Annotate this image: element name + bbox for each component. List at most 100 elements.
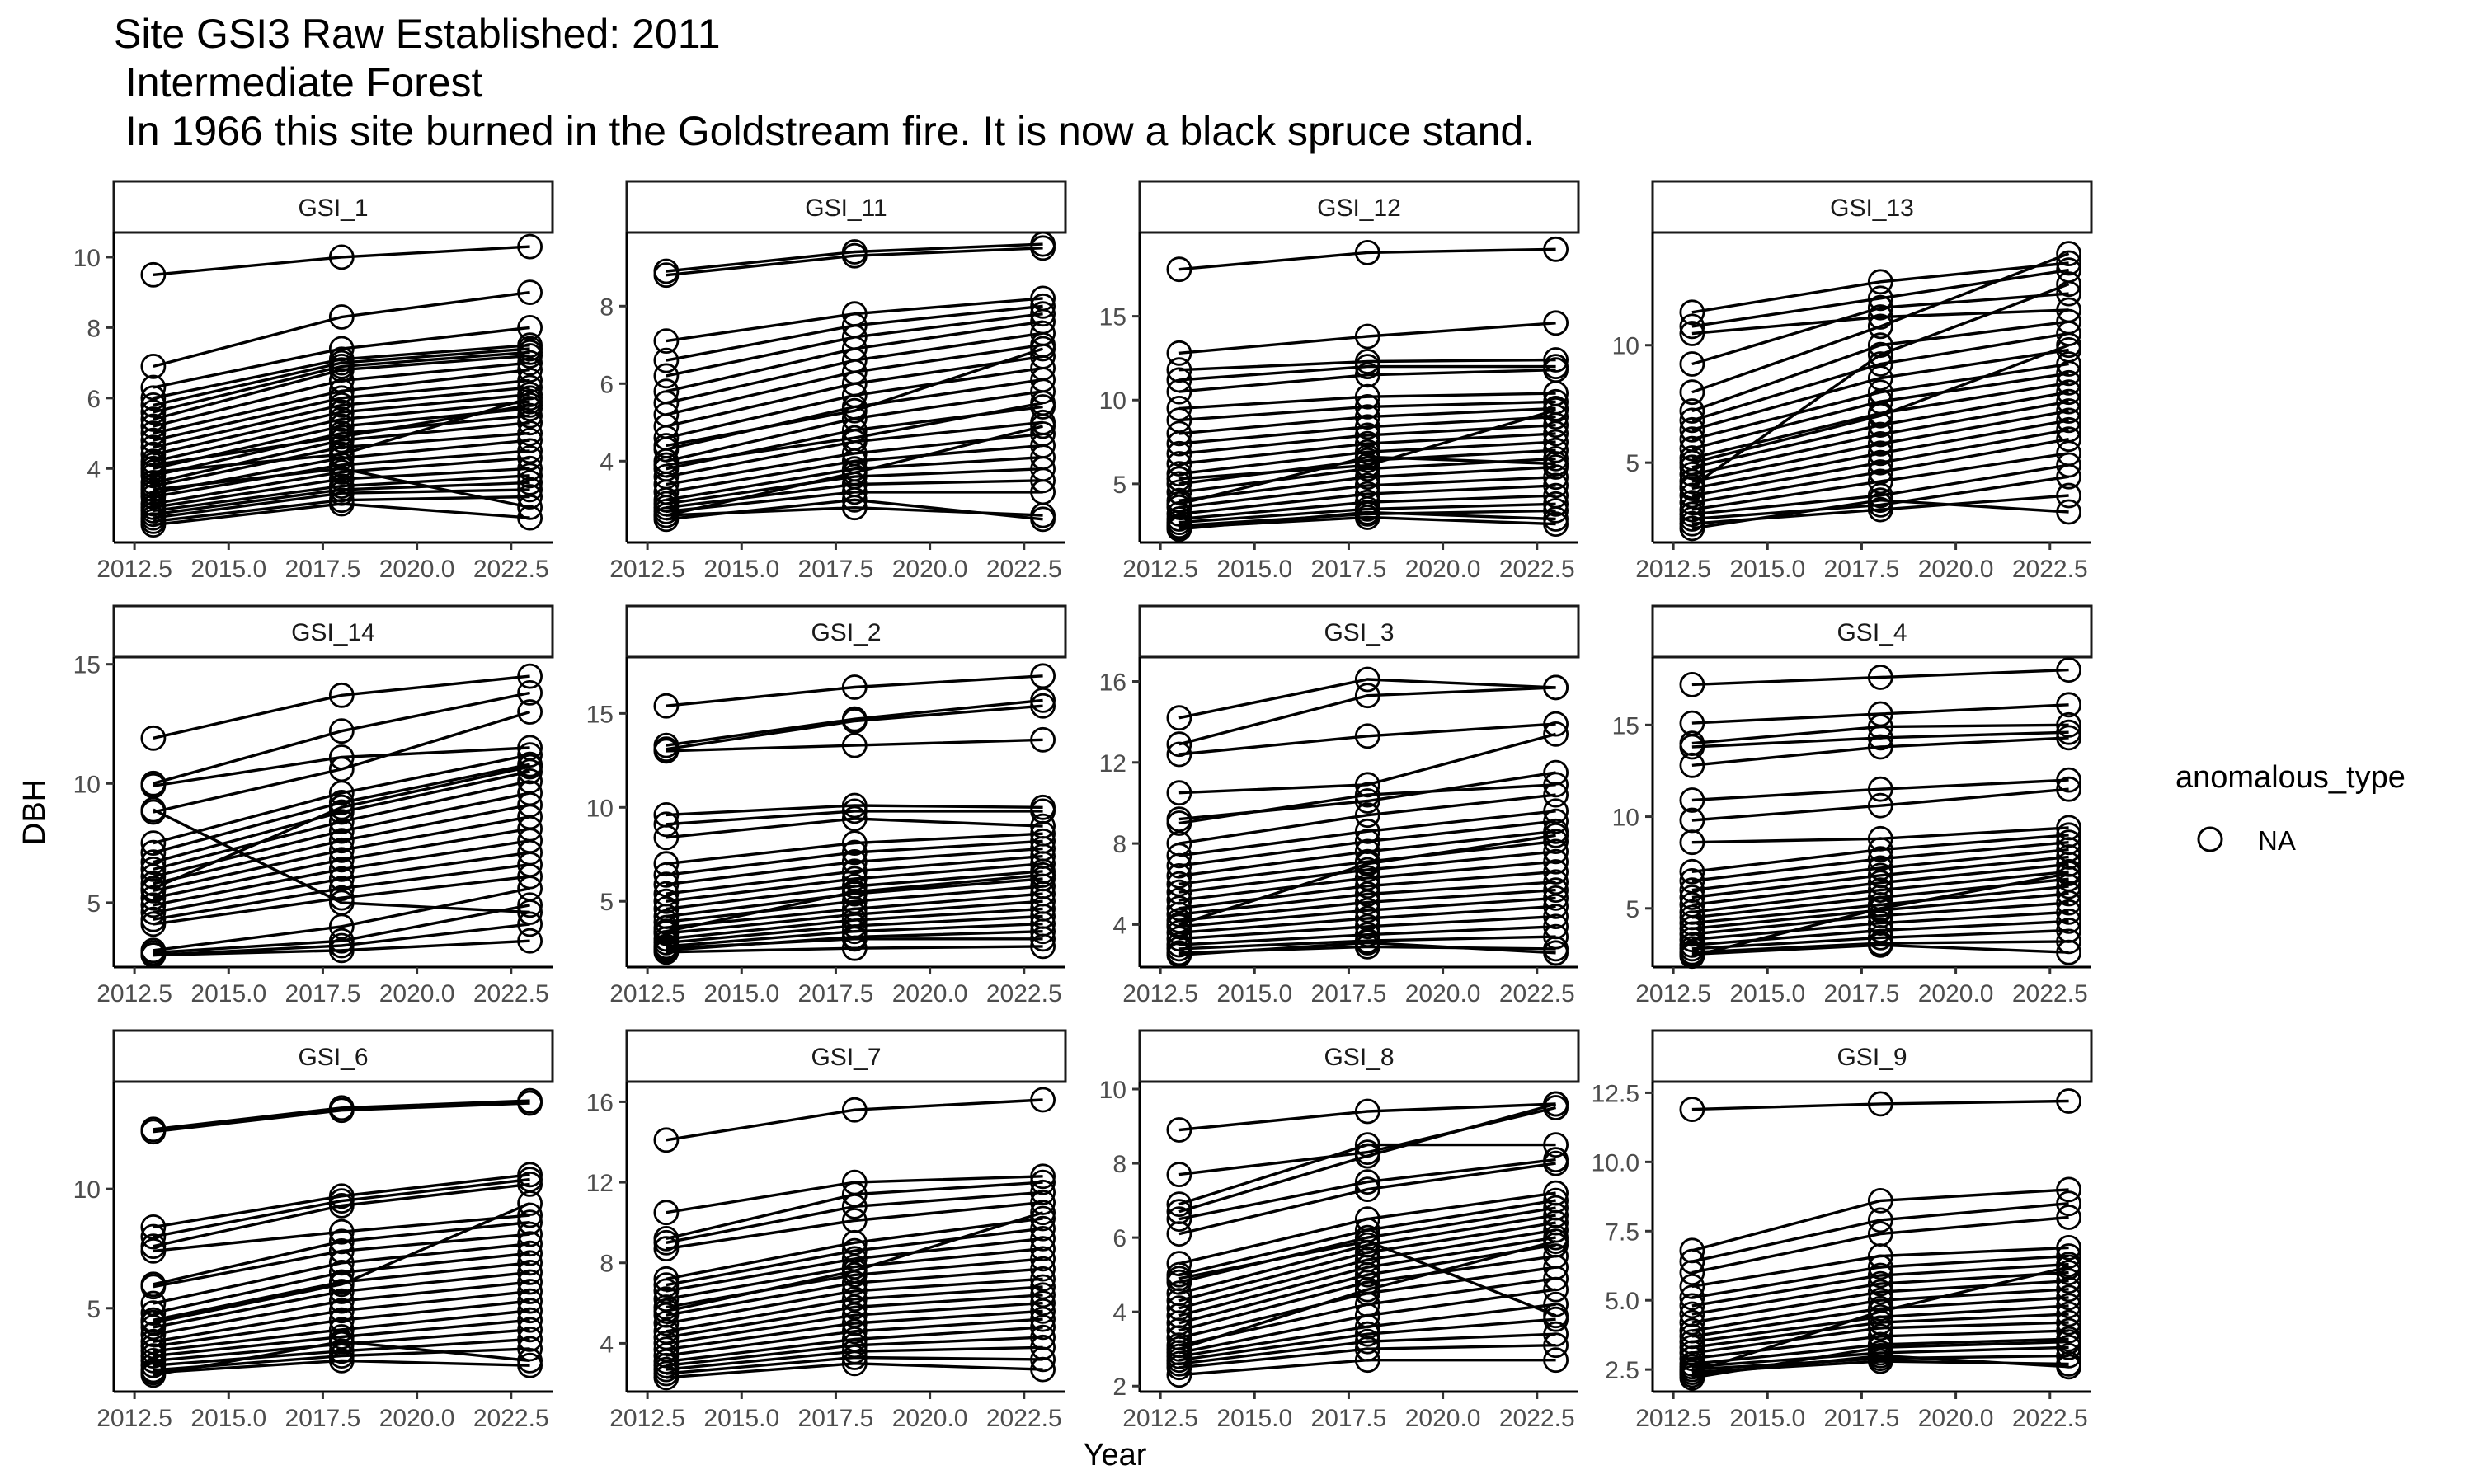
- series-line: [153, 851, 530, 914]
- data-point: [1543, 491, 1569, 517]
- data-point: [517, 1172, 543, 1197]
- y-tick-label: 6: [1112, 1225, 1126, 1252]
- x-tick-label: 2015.0: [190, 1405, 266, 1432]
- data-point: [1166, 1362, 1192, 1388]
- data-point: [1679, 672, 1705, 697]
- data-point: [1867, 412, 1893, 438]
- y-tick-label: 8: [87, 315, 101, 342]
- data-point: [2056, 1334, 2082, 1360]
- y-tick-label: 16: [586, 1089, 614, 1116]
- data-point: [1867, 313, 1893, 340]
- data-point: [1679, 858, 1705, 885]
- data-point: [1867, 304, 1893, 330]
- series-line: [153, 1099, 530, 1131]
- data-point: [1354, 1098, 1380, 1125]
- x-tick-label: 2017.5: [1824, 556, 1900, 583]
- y-tick-label: 8: [600, 1251, 614, 1278]
- x-tick-label: 2020.0: [1918, 556, 1994, 583]
- series-line: [666, 817, 1043, 839]
- y-tick-label: 4: [600, 448, 614, 476]
- data-point: [328, 413, 355, 439]
- data-point: [2056, 369, 2082, 396]
- x-tick-label: 2015.0: [1729, 556, 1805, 583]
- data-point: [1030, 1236, 1056, 1261]
- data-point: [140, 1322, 167, 1347]
- x-tick-label: 2020.0: [892, 1405, 968, 1432]
- data-point: [1354, 362, 1380, 388]
- data-point: [517, 754, 543, 780]
- data-point: [653, 262, 680, 289]
- x-tick-label: 2012.5: [1635, 980, 1711, 1007]
- y-tick-label: 4: [600, 1331, 614, 1358]
- series-line: [666, 870, 1043, 911]
- data-point: [1867, 825, 1893, 852]
- data-point: [1354, 1303, 1380, 1329]
- data-point: [1354, 1143, 1380, 1169]
- data-point: [1543, 838, 1569, 865]
- x-tick-label: 2020.0: [379, 1405, 455, 1432]
- data-point: [1679, 398, 1705, 424]
- data-point: [1679, 885, 1705, 910]
- facet-panel-gsi-6: GSI_6 5 10 2012.5 2015.0 2017.5 2020.0 2022.5: [73, 1029, 554, 1432]
- data-point: [1679, 752, 1705, 778]
- data-point: [517, 470, 543, 495]
- data-point: [1679, 351, 1705, 377]
- facet-panel-gsi-13: GSI_13 5 10 2012.5 2015.0 2017.5 2020.0 2022.5: [1612, 180, 2093, 583]
- series-line: [153, 1220, 530, 1286]
- y-tick-label: 10: [586, 795, 614, 822]
- series-line: [1691, 848, 2069, 892]
- data-point: [1867, 1254, 1893, 1280]
- facet-strip: [1651, 180, 2093, 234]
- data-point: [2056, 1343, 2082, 1369]
- x-tick-label: 2020.0: [892, 980, 968, 1007]
- data-point: [841, 907, 868, 933]
- data-point: [1867, 837, 1893, 862]
- y-tick-label: 10.0: [1592, 1149, 1639, 1176]
- series-line: [153, 1101, 530, 1134]
- data-point: [1679, 435, 1705, 462]
- series-line: [153, 1299, 530, 1348]
- series-line: [1178, 400, 1556, 422]
- series-line: [1178, 392, 1556, 411]
- y-tick-label: 8: [1112, 1151, 1126, 1178]
- data-point: [1166, 256, 1192, 283]
- series-group: [653, 1087, 1056, 1391]
- x-tick-label: 2012.5: [1122, 556, 1198, 583]
- data-point: [328, 1228, 355, 1255]
- data-point: [517, 1279, 543, 1304]
- data-point: [517, 742, 543, 768]
- data-point: [328, 244, 355, 270]
- data-point: [1867, 402, 1893, 429]
- data-point: [1354, 881, 1380, 907]
- y-tick-label: 10: [1612, 805, 1639, 832]
- series-line: [1691, 855, 2069, 899]
- series-line: [666, 862, 1043, 903]
- data-point: [2056, 1088, 2082, 1114]
- data-point: [1354, 890, 1380, 915]
- data-point: [328, 1298, 355, 1324]
- x-axis-title: Year: [1084, 1438, 1147, 1472]
- data-point: [140, 911, 167, 937]
- series-line: [153, 1337, 530, 1367]
- series-line: [666, 873, 1043, 933]
- series-line: [666, 704, 1043, 751]
- data-point: [653, 824, 680, 851]
- data-point: [1543, 1332, 1569, 1359]
- series-line: [1691, 1262, 2069, 1308]
- x-tick-label: 2015.0: [1729, 1405, 1805, 1432]
- data-point: [2056, 1190, 2082, 1217]
- data-point: [1030, 663, 1056, 689]
- data-point: [2056, 426, 2082, 453]
- data-point: [1354, 354, 1380, 380]
- series-line: [666, 1277, 1043, 1325]
- series-line: [1178, 888, 1556, 923]
- series-line: [1178, 904, 1556, 934]
- data-point: [517, 402, 543, 429]
- data-point: [1867, 877, 1893, 903]
- data-point: [517, 1288, 543, 1314]
- data-point: [328, 304, 355, 330]
- data-point: [328, 866, 355, 892]
- data-point: [1867, 1207, 1893, 1233]
- data-point: [1867, 341, 1893, 368]
